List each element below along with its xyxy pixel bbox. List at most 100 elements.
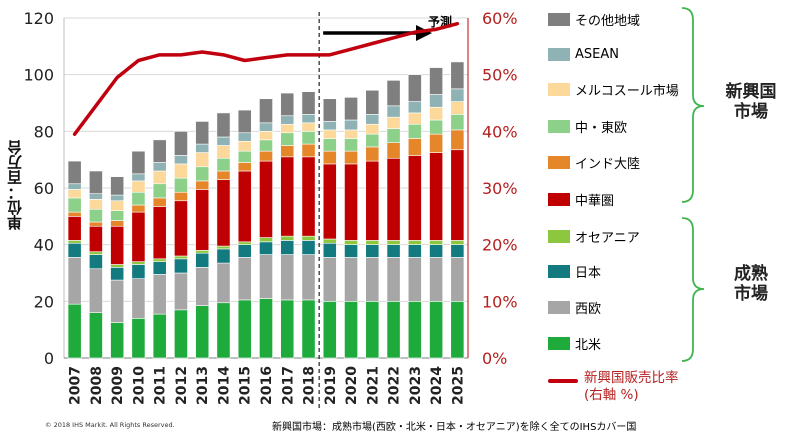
- bar-segment: [301, 122, 316, 132]
- bar-segment: [280, 240, 295, 255]
- x-tick-label: 2022: [387, 366, 403, 405]
- legend-item: 北米: [548, 334, 602, 353]
- bar-segment: [365, 123, 380, 135]
- y2-tick-label: 30%: [482, 179, 518, 198]
- bar-segment: [152, 313, 167, 359]
- bar-segment: [195, 250, 210, 254]
- ratio-line-series: [72, 21, 460, 136]
- x-tick-label: 2021: [365, 366, 381, 405]
- bar-segment: [322, 98, 337, 122]
- bar-segment: [174, 163, 188, 179]
- bar-segment: [152, 274, 167, 315]
- bar-segment: [450, 88, 465, 102]
- bar-segment: [131, 173, 146, 182]
- bar-segment: [237, 244, 252, 258]
- y-tick-label: 100: [23, 66, 54, 85]
- legend-item: ASEAN: [548, 45, 619, 63]
- bar-segment: [131, 264, 146, 279]
- bar-segment: [407, 74, 422, 102]
- bar-segment: [131, 278, 146, 319]
- legend-label: 北米: [575, 337, 602, 353]
- bar-segment: [365, 160, 380, 241]
- bar-segment: [174, 155, 188, 165]
- bar-segment: [259, 237, 273, 243]
- bar-segment: [301, 235, 316, 241]
- bar-segment: [322, 301, 337, 359]
- legend-label: メルコスール市場: [575, 83, 679, 99]
- bar-segment: [450, 301, 465, 359]
- bar-segment: [407, 101, 422, 114]
- bar-segment: [259, 122, 273, 132]
- bar-segment: [365, 89, 380, 115]
- y-tick-label: 120: [23, 9, 54, 28]
- x-tick-label: 2018: [302, 366, 318, 405]
- bar-segment: [152, 197, 167, 207]
- bar-segment: [386, 105, 401, 118]
- bar-segment: [450, 114, 465, 131]
- bar-segment: [407, 112, 422, 125]
- bar-segment: [429, 244, 443, 258]
- bar-segment: [216, 262, 231, 304]
- legend-swatch: [548, 12, 570, 26]
- bar-segment: [174, 255, 188, 260]
- bar-segment: [259, 160, 273, 238]
- bar-segment: [174, 309, 188, 359]
- group-label-emerging: 新興国 市場: [716, 82, 786, 122]
- legend-swatch: [548, 119, 570, 133]
- legend-label: オセアニア: [575, 230, 640, 246]
- bar-segment: [407, 244, 422, 258]
- y-tick-label: 80: [34, 122, 54, 141]
- bar-segment: [322, 257, 337, 302]
- bar-segment: [429, 119, 443, 135]
- bar-segment: [344, 240, 358, 245]
- bar-segment: [174, 131, 188, 156]
- bar-segment: [195, 180, 210, 190]
- bar-segment: [301, 91, 316, 115]
- bar-segment: [195, 152, 210, 168]
- bar-segment: [174, 191, 188, 202]
- x-tick-label: 2011: [153, 366, 169, 405]
- legend-swatch: [548, 155, 570, 169]
- x-tick-label: 2007: [68, 366, 84, 405]
- legend-item: インド大陸: [548, 153, 640, 172]
- bar-segment: [429, 67, 443, 95]
- bar-segment: [386, 157, 401, 241]
- legend-label: その他地域: [575, 13, 641, 29]
- bar-segment: [344, 257, 358, 302]
- legend-item: 日本: [548, 262, 602, 281]
- ratio-legend-line: [548, 379, 578, 383]
- y-axis-label: 単位：百万台: [6, 140, 24, 230]
- bar-segment: [110, 210, 125, 221]
- bar-segment: [110, 322, 125, 359]
- bar-segment: [407, 155, 422, 241]
- bar-segment: [131, 180, 146, 193]
- bar-segment: [322, 150, 337, 165]
- bar-segment: [237, 170, 252, 243]
- legend-swatch: [548, 192, 570, 206]
- legend-item: 中華圏: [548, 190, 614, 209]
- x-tick-label: 2015: [238, 366, 254, 405]
- bar-segment: [131, 211, 146, 262]
- legend-label: 西欧: [575, 301, 602, 317]
- footnote: 新興国市場：成熟市場(西欧・北米・日本・オセアニア)を除く全てのIHSカバー国: [272, 422, 637, 433]
- bar-segment: [152, 258, 167, 262]
- bar-segment: [110, 200, 125, 211]
- bar-segment: [280, 299, 295, 359]
- ratio-legend-line2: (右軸 %): [584, 387, 639, 403]
- bar-segment: [110, 194, 125, 202]
- bar-segment: [365, 244, 380, 258]
- bar-segment: [429, 152, 443, 241]
- bar-segment: [89, 268, 103, 313]
- bar-segment: [301, 131, 316, 145]
- x-tick-label: 2024: [429, 366, 445, 405]
- legend-item: メルコスール市場: [548, 80, 679, 99]
- y2-tick-label: 0%: [482, 349, 507, 368]
- legend-label: 日本: [575, 265, 602, 281]
- bar-segment: [237, 299, 252, 359]
- bar-segment: [365, 133, 380, 148]
- bar-segment: [216, 245, 231, 250]
- legend-swatch: [548, 300, 570, 314]
- bar-segment: [259, 139, 273, 152]
- ratio-legend-text: 新興国販売比率 (右軸 %): [584, 370, 679, 404]
